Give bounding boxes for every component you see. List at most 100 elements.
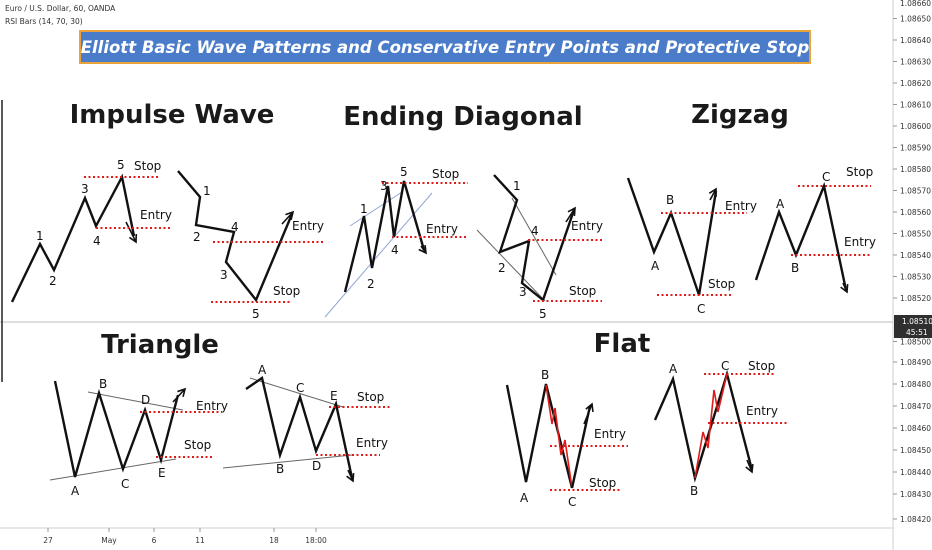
price-tick-label: 1.08620 <box>900 79 931 88</box>
price-tick-label: 1.08430 <box>900 490 931 499</box>
level-label: Entry <box>140 208 172 222</box>
level-label: Stop <box>357 390 384 404</box>
banner-box <box>79 30 811 64</box>
wave-label: 3 <box>81 182 89 196</box>
trendline <box>511 197 557 276</box>
price-tick-label: 1.08630 <box>900 58 931 67</box>
wave-label: 5 <box>117 158 125 172</box>
wave-label: 1 <box>360 202 368 216</box>
pattern-title: Zigzag <box>691 100 789 130</box>
arrowhead-icon <box>567 206 576 217</box>
projection-arrow-line <box>281 211 294 225</box>
price-tick-label: 1.08640 <box>900 36 931 45</box>
price-tick-label: 1.08520 <box>900 294 931 303</box>
wave-label: 4 <box>391 243 399 257</box>
wave-label: A <box>776 197 785 211</box>
pattern-title: Ending Diagonal <box>343 102 582 132</box>
price-tick-label: 1.08440 <box>900 468 931 477</box>
time-tick-label: 18:00 <box>305 536 327 545</box>
arrowhead-icon <box>128 233 138 244</box>
time-tick-label: 6 <box>152 536 157 545</box>
price-tick-label: 1.08470 <box>900 402 931 411</box>
wave-label: B <box>690 484 698 498</box>
wave-label: C <box>568 495 576 509</box>
projection-arrow-line <box>746 459 753 473</box>
trendline <box>349 191 403 227</box>
indicator-label: RSI Bars (14, 70, 30) <box>5 17 83 26</box>
banner-title: Elliott Basic Wave Patterns and Conserva… <box>81 38 810 57</box>
level-label: Stop <box>184 438 211 452</box>
wave-label: 3 <box>380 179 388 193</box>
arrowhead-icon <box>745 463 754 474</box>
level-label: Stop <box>589 476 616 490</box>
price-axis: 1.08650 1.08640 1.08630 1.08620 1.08610 1.086… <box>893 0 931 524</box>
price-tick-label: 1.08550 <box>900 230 931 239</box>
arrowhead-icon <box>708 187 717 198</box>
wave-label: C <box>697 302 705 316</box>
wave-label: B <box>666 193 674 207</box>
wave-label: 5 <box>539 307 547 321</box>
subwave-path <box>694 373 728 479</box>
price-tick-label: 1.08480 <box>900 380 931 389</box>
price-tick-label: 1.08660 <box>900 0 931 8</box>
symbol-label: Euro / U.S. Dollar, 60, OANDA <box>5 4 116 13</box>
time-tick-label: 27 <box>43 536 53 545</box>
price-tick-label: 1.08560 <box>900 208 931 217</box>
trendline <box>249 377 344 408</box>
projection-arrow-line <box>709 188 717 201</box>
wave-label: A <box>258 363 267 377</box>
level-label: Entry <box>844 235 876 249</box>
price-tick-label: 1.08580 <box>900 165 931 174</box>
price-tick-label: 1.08450 <box>900 446 931 455</box>
arrowhead-icon <box>840 283 849 294</box>
wave-label: A <box>520 491 529 505</box>
level-label: Entry <box>292 219 324 233</box>
price-tick-label: 1.08610 <box>900 101 931 110</box>
pattern-title: Impulse Wave <box>70 100 275 130</box>
wave-label: 3 <box>220 268 228 282</box>
level-label: Entry <box>571 219 603 233</box>
wave-label: 2 <box>49 274 57 288</box>
wave-label: 5 <box>252 307 260 321</box>
price-tick-label: 1.08490 <box>900 358 931 367</box>
level-label: Stop <box>273 284 300 298</box>
subwave-path <box>545 384 573 489</box>
trendline <box>476 229 546 302</box>
wave-path <box>53 380 180 478</box>
wave-label: 5 <box>400 165 408 179</box>
level-label: Stop <box>569 284 596 298</box>
current-price-label: 1.08510 <box>902 317 932 326</box>
level-label: Entry <box>196 399 228 413</box>
wave-path <box>245 376 354 479</box>
level-label: Entry <box>725 199 757 213</box>
wave-label: 2 <box>367 277 375 291</box>
wave-label: 1 <box>36 229 44 243</box>
countdown-label: 45:51 <box>906 328 928 337</box>
current-price-box <box>894 315 932 327</box>
countdown-box <box>894 327 932 338</box>
wave-label: 4 <box>93 234 101 248</box>
price-tick-label: 1.08600 <box>900 122 931 131</box>
wave-label: D <box>141 393 150 407</box>
time-tick-label: 18 <box>269 536 279 545</box>
wave-path <box>570 405 592 489</box>
arrowhead-icon <box>346 472 355 483</box>
wave-label: 2 <box>193 230 201 244</box>
chart-background <box>0 0 893 550</box>
price-tick-label: 1.08650 <box>900 15 931 24</box>
wave-label: 3 <box>519 285 527 299</box>
projection-arrow-line <box>565 207 576 223</box>
wave-label: E <box>330 389 338 403</box>
arrowhead-icon <box>418 244 427 255</box>
wave-label: E <box>158 466 166 480</box>
price-tick-label: 1.08460 <box>900 424 931 433</box>
price-tick-label: 1.08420 <box>900 515 931 524</box>
projection-arrow-line <box>172 388 186 403</box>
wave-label: C <box>721 359 729 373</box>
wave-label: A <box>651 259 660 273</box>
arrowhead-icon <box>585 402 594 413</box>
projection-arrow-line <box>583 403 593 425</box>
wave-label: 2 <box>498 261 506 275</box>
